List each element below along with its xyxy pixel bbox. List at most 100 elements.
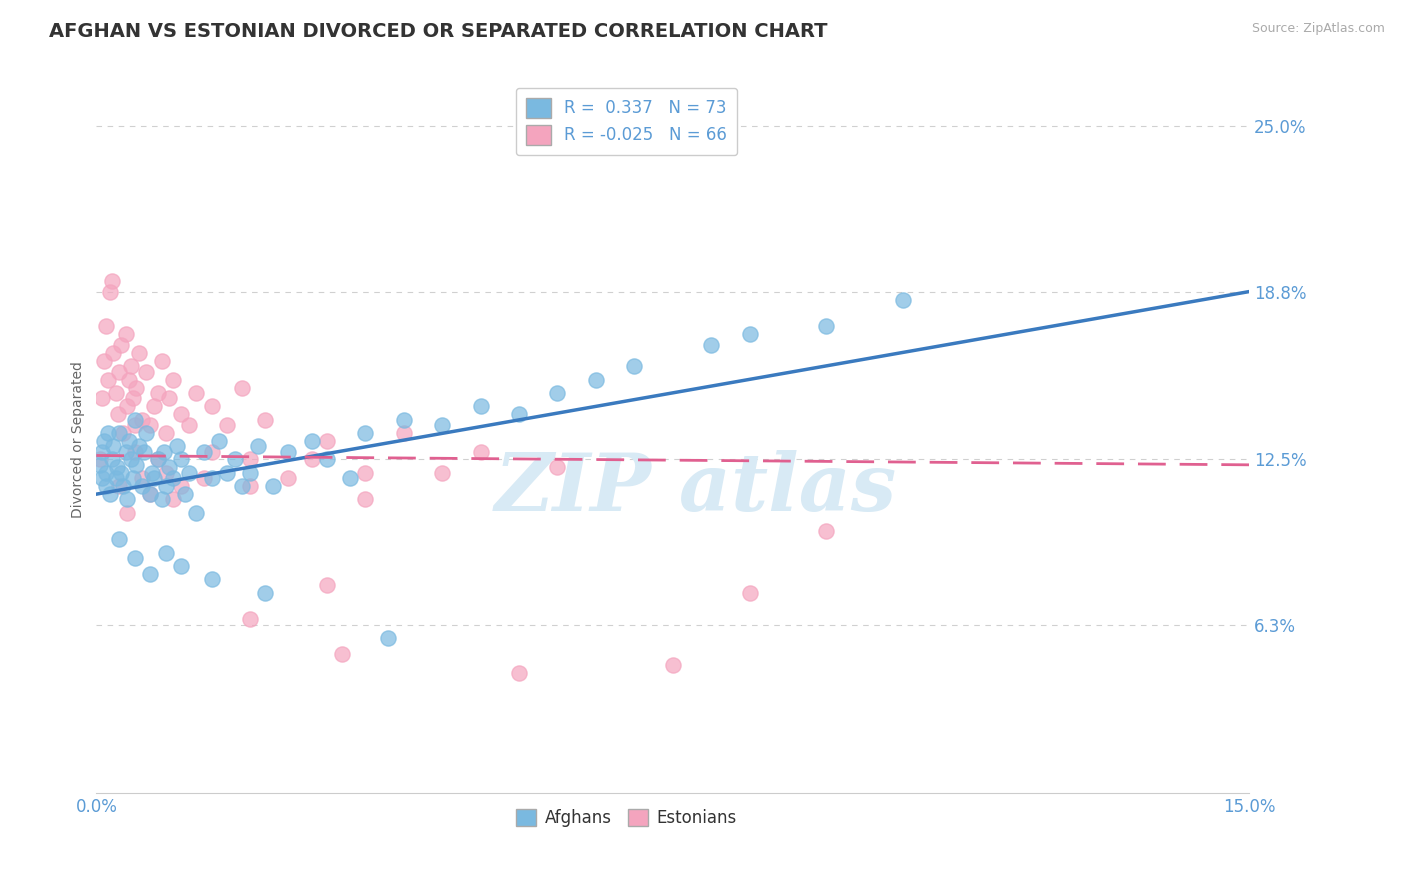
Point xyxy=(246,439,269,453)
Point xyxy=(90,471,112,485)
Point xyxy=(170,452,193,467)
Point xyxy=(96,466,118,480)
Legend: Afghans, Estonians: Afghans, Estonians xyxy=(510,802,744,834)
Point xyxy=(117,372,139,386)
Point xyxy=(93,354,115,368)
Point xyxy=(432,466,454,480)
Point xyxy=(100,274,122,288)
Point xyxy=(89,452,111,467)
Y-axis label: Divorced or Separated: Divorced or Separated xyxy=(72,361,86,518)
Point xyxy=(470,444,492,458)
Point xyxy=(124,551,146,566)
Point xyxy=(110,466,132,480)
Point xyxy=(738,327,761,342)
Point xyxy=(392,412,415,426)
Point xyxy=(114,327,136,342)
Point xyxy=(700,338,723,352)
Point xyxy=(316,434,339,448)
Point xyxy=(146,385,169,400)
Point xyxy=(508,407,530,421)
Point xyxy=(623,359,645,374)
Point xyxy=(201,399,224,413)
Point xyxy=(139,417,162,432)
Point xyxy=(139,567,162,582)
Point xyxy=(122,391,145,405)
Point xyxy=(108,479,131,493)
Point xyxy=(316,452,339,467)
Point xyxy=(108,425,131,440)
Point xyxy=(139,487,162,501)
Point xyxy=(277,471,299,485)
Point xyxy=(143,471,166,485)
Point xyxy=(170,479,193,493)
Point xyxy=(162,372,184,386)
Point xyxy=(891,293,914,307)
Point xyxy=(91,391,114,405)
Point xyxy=(585,372,607,386)
Point xyxy=(546,385,568,400)
Text: AFGHAN VS ESTONIAN DIVORCED OR SEPARATED CORRELATION CHART: AFGHAN VS ESTONIAN DIVORCED OR SEPARATED… xyxy=(49,22,828,41)
Text: ZIP atlas: ZIP atlas xyxy=(495,450,897,528)
Point xyxy=(301,434,323,448)
Point xyxy=(815,524,838,539)
Point xyxy=(125,380,148,394)
Point xyxy=(208,434,231,448)
Point xyxy=(108,533,131,547)
Point xyxy=(115,399,138,413)
Point xyxy=(155,479,177,493)
Point xyxy=(177,417,200,432)
Point xyxy=(91,444,114,458)
Point xyxy=(108,365,131,379)
Point xyxy=(146,452,169,467)
Point xyxy=(112,479,135,493)
Point xyxy=(155,466,177,480)
Point xyxy=(104,385,127,400)
Point xyxy=(146,452,169,467)
Point xyxy=(115,506,138,520)
Point xyxy=(131,412,153,426)
Point xyxy=(546,460,568,475)
Point xyxy=(177,466,200,480)
Point xyxy=(162,492,184,507)
Point xyxy=(354,466,377,480)
Point xyxy=(254,412,277,426)
Point xyxy=(120,452,142,467)
Point xyxy=(377,631,399,645)
Point xyxy=(132,444,155,458)
Point xyxy=(173,487,195,501)
Point xyxy=(193,444,215,458)
Point xyxy=(117,434,139,448)
Point xyxy=(224,452,246,467)
Point xyxy=(155,546,177,560)
Text: Source: ZipAtlas.com: Source: ZipAtlas.com xyxy=(1251,22,1385,36)
Point xyxy=(120,359,142,374)
Point xyxy=(94,479,117,493)
Point xyxy=(143,399,166,413)
Point xyxy=(215,466,238,480)
Point xyxy=(135,425,157,440)
Point xyxy=(354,425,377,440)
Point xyxy=(215,417,238,432)
Point xyxy=(98,285,121,299)
Point xyxy=(254,586,277,600)
Point xyxy=(114,444,136,458)
Point xyxy=(201,471,224,485)
Point xyxy=(89,458,111,472)
Point xyxy=(339,471,361,485)
Point xyxy=(432,417,454,432)
Point xyxy=(97,372,120,386)
Point xyxy=(330,647,353,661)
Point xyxy=(239,452,262,467)
Point xyxy=(277,444,299,458)
Point xyxy=(738,586,761,600)
Point xyxy=(104,471,127,485)
Point xyxy=(155,425,177,440)
Point xyxy=(110,338,132,352)
Point xyxy=(128,439,150,453)
Point xyxy=(125,458,148,472)
Point xyxy=(122,471,145,485)
Point xyxy=(470,399,492,413)
Point xyxy=(508,665,530,680)
Point xyxy=(392,425,415,440)
Point xyxy=(193,471,215,485)
